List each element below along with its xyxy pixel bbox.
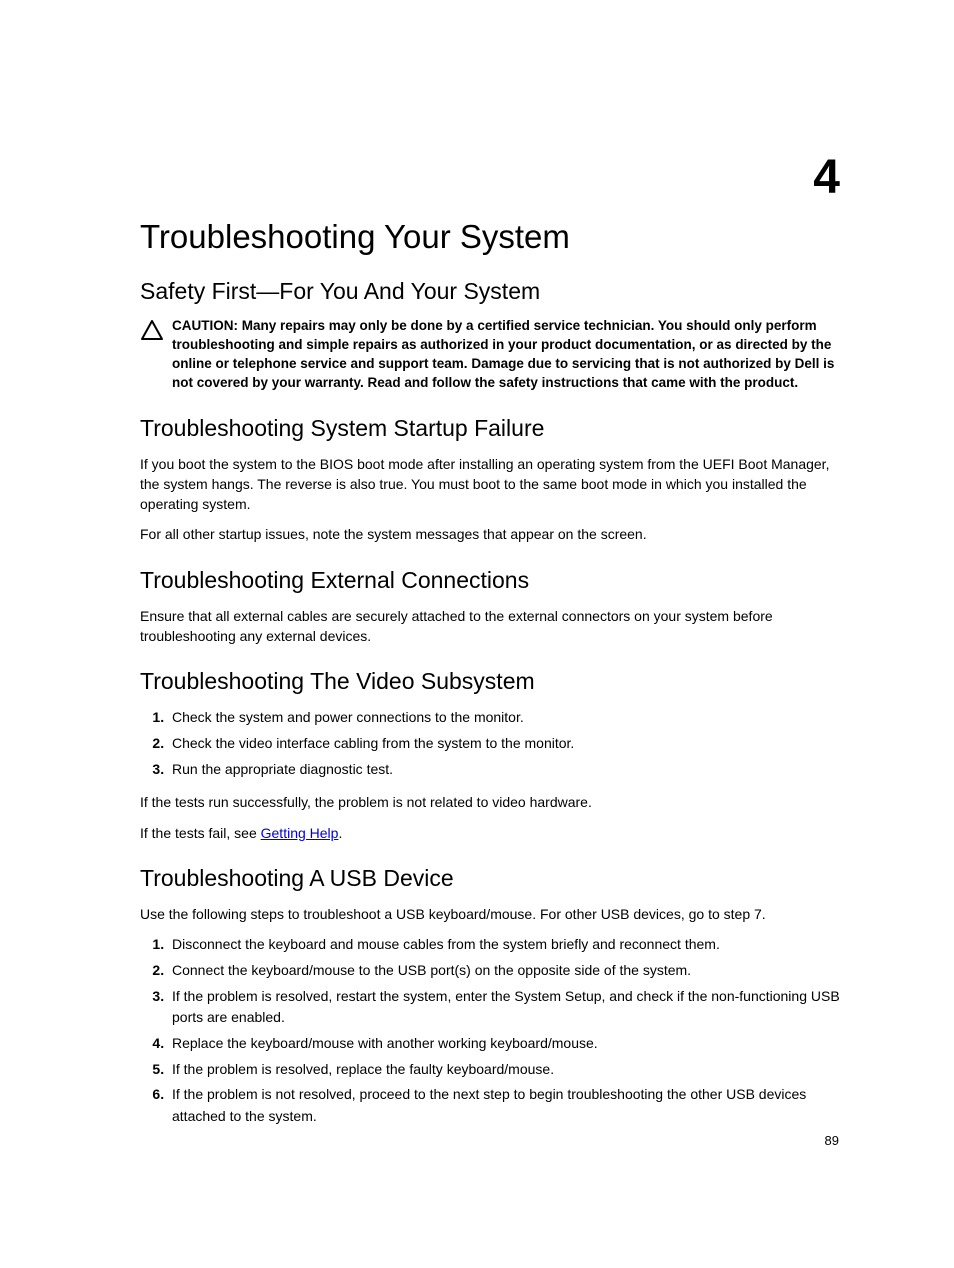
body-text: If the tests run successfully, the probl… <box>140 792 840 812</box>
numbered-list-video: Check the system and power connections t… <box>140 707 840 780</box>
list-item: Disconnect the keyboard and mouse cables… <box>168 934 840 956</box>
section-heading-startup: Troubleshooting System Startup Failure <box>140 415 840 442</box>
body-text: Use the following steps to troubleshoot … <box>140 904 840 924</box>
caution-block: CAUTION: Many repairs may only be done b… <box>140 317 840 393</box>
caution-icon <box>140 319 164 346</box>
text-span: If the tests fail, see <box>140 825 261 841</box>
page-content: Troubleshooting Your System Safety First… <box>140 150 840 1140</box>
section-heading-safety: Safety First—For You And Your System <box>140 278 840 305</box>
page-number: 89 <box>825 1133 839 1148</box>
getting-help-link[interactable]: Getting Help <box>261 825 339 841</box>
list-item: Check the system and power connections t… <box>168 707 840 729</box>
body-text: For all other startup issues, note the s… <box>140 524 840 544</box>
body-text: If the tests fail, see Getting Help. <box>140 823 840 843</box>
list-item: Connect the keyboard/mouse to the USB po… <box>168 960 840 982</box>
body-text: Ensure that all external cables are secu… <box>140 606 840 647</box>
list-item: If the problem is resolved, restart the … <box>168 986 840 1029</box>
section-heading-external: Troubleshooting External Connections <box>140 567 840 594</box>
numbered-list-usb: Disconnect the keyboard and mouse cables… <box>140 934 840 1128</box>
list-item: If the problem is not resolved, proceed … <box>168 1084 840 1127</box>
list-item: Run the appropriate diagnostic test. <box>168 759 840 781</box>
list-item: If the problem is resolved, replace the … <box>168 1059 840 1081</box>
page-title: Troubleshooting Your System <box>140 218 840 256</box>
list-item: Replace the keyboard/mouse with another … <box>168 1033 840 1055</box>
text-span: . <box>338 825 342 841</box>
section-heading-video: Troubleshooting The Video Subsystem <box>140 668 840 695</box>
list-item: Check the video interface cabling from t… <box>168 733 840 755</box>
body-text: If you boot the system to the BIOS boot … <box>140 454 840 515</box>
caution-text: CAUTION: Many repairs may only be done b… <box>172 317 840 393</box>
section-heading-usb: Troubleshooting A USB Device <box>140 865 840 892</box>
